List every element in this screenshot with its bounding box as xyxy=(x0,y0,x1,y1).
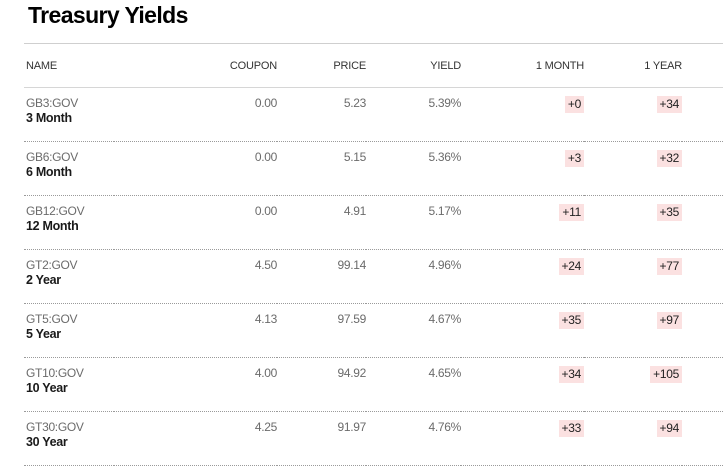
column-header-spacer xyxy=(682,44,723,88)
price-cell: 94.92 xyxy=(277,357,366,412)
one-year-change-badge: +32 xyxy=(656,150,682,167)
table-row[interactable]: GB6:GOV 6 Month 0.00 5.15 5.36% +3 +32 xyxy=(24,141,723,196)
tenor-label: 12 Month xyxy=(26,219,79,233)
coupon-cell: 0.00 xyxy=(114,87,277,142)
title-divider xyxy=(24,43,723,44)
price-cell: 97.59 xyxy=(277,303,366,358)
page-title: Treasury Yields xyxy=(28,2,188,28)
one-month-change-cell: +34 xyxy=(461,357,584,412)
coupon-cell: 4.00 xyxy=(114,357,277,412)
row-spacer xyxy=(682,141,723,196)
name-cell: GT5:GOV 5 Year xyxy=(24,303,114,358)
table-row[interactable]: GT30:GOV 30 Year 4.25 91.97 4.76% +33 +9… xyxy=(24,411,723,466)
tenor-label: 3 Month xyxy=(26,111,72,125)
column-header-name[interactable]: NAME xyxy=(24,44,114,88)
ticker-link[interactable]: GB3:GOV xyxy=(26,96,78,110)
table-row[interactable]: GB3:GOV 3 Month 0.00 5.23 5.39% +0 +34 xyxy=(24,87,723,142)
one-year-change-cell: +105 xyxy=(584,357,682,412)
one-month-change-badge: +35 xyxy=(558,312,584,329)
one-year-change-badge: +34 xyxy=(656,96,682,113)
ticker-link[interactable]: GT10:GOV xyxy=(26,366,84,380)
tenor-label: 5 Year xyxy=(26,327,61,341)
one-month-change-badge: +33 xyxy=(558,420,584,437)
one-year-change-cell: +94 xyxy=(584,411,682,466)
one-month-change-cell: +11 xyxy=(461,195,584,250)
ticker-link[interactable]: GT5:GOV xyxy=(26,312,78,326)
one-month-change-badge: +24 xyxy=(558,258,584,275)
tenor-label: 6 Month xyxy=(26,165,72,179)
yield-cell: 4.65% xyxy=(366,357,461,412)
one-month-change-cell: +35 xyxy=(461,303,584,358)
coupon-cell: 0.00 xyxy=(114,141,277,196)
table-row[interactable]: GT10:GOV 10 Year 4.00 94.92 4.65% +34 +1… xyxy=(24,357,723,412)
price-cell: 99.14 xyxy=(277,249,366,304)
column-header-yield[interactable]: YIELD xyxy=(366,44,461,88)
column-header-1-year[interactable]: 1 YEAR xyxy=(584,44,682,88)
coupon-cell: 4.50 xyxy=(114,249,277,304)
coupon-cell: 0.00 xyxy=(114,195,277,250)
one-year-change-cell: +34 xyxy=(584,87,682,142)
one-year-change-cell: +35 xyxy=(584,195,682,250)
one-year-change-badge: +35 xyxy=(656,204,682,221)
column-header-coupon[interactable]: COUPON xyxy=(114,44,277,88)
tenor-label: 2 Year xyxy=(26,273,61,287)
one-month-change-cell: +3 xyxy=(461,141,584,196)
table-header-row: NAME COUPON PRICE YIELD 1 MONTH 1 YEAR xyxy=(24,44,723,88)
price-cell: 5.23 xyxy=(277,87,366,142)
yield-cell: 5.36% xyxy=(366,141,461,196)
one-month-change-badge: +0 xyxy=(564,96,584,113)
yield-cell: 5.17% xyxy=(366,195,461,250)
tenor-label: 30 Year xyxy=(26,435,68,449)
one-year-change-badge: +105 xyxy=(650,366,682,383)
row-spacer xyxy=(682,249,723,304)
coupon-cell: 4.13 xyxy=(114,303,277,358)
one-month-change-cell: +24 xyxy=(461,249,584,304)
name-cell: GT10:GOV 10 Year xyxy=(24,357,114,412)
yield-cell: 4.76% xyxy=(366,411,461,466)
yield-cell: 4.96% xyxy=(366,249,461,304)
one-year-change-cell: +97 xyxy=(584,303,682,358)
one-year-change-badge: +94 xyxy=(656,420,682,437)
one-month-change-badge: +11 xyxy=(559,204,584,221)
yield-cell: 4.67% xyxy=(366,303,461,358)
yield-cell: 5.39% xyxy=(366,87,461,142)
ticker-link[interactable]: GB12:GOV xyxy=(26,204,85,218)
one-month-change-badge: +34 xyxy=(558,366,584,383)
column-header-1-month[interactable]: 1 MONTH xyxy=(461,44,584,88)
row-spacer xyxy=(682,357,723,412)
name-cell: GB3:GOV 3 Month xyxy=(24,87,114,142)
table-row[interactable]: GT5:GOV 5 Year 4.13 97.59 4.67% +35 +97 xyxy=(24,303,723,358)
coupon-cell: 4.25 xyxy=(114,411,277,466)
name-cell: GT30:GOV 30 Year xyxy=(24,411,114,466)
ticker-link[interactable]: GB6:GOV xyxy=(26,150,78,164)
row-spacer xyxy=(682,87,723,142)
one-year-change-cell: +77 xyxy=(584,249,682,304)
ticker-link[interactable]: GT30:GOV xyxy=(26,420,84,434)
table-row[interactable]: GB12:GOV 12 Month 0.00 4.91 5.17% +11 +3… xyxy=(24,195,723,250)
one-year-change-badge: +97 xyxy=(656,312,682,329)
price-cell: 5.15 xyxy=(277,141,366,196)
ticker-link[interactable]: GT2:GOV xyxy=(26,258,78,272)
table-row[interactable]: GT2:GOV 2 Year 4.50 99.14 4.96% +24 +77 xyxy=(24,249,723,304)
name-cell: GT2:GOV 2 Year xyxy=(24,249,114,304)
row-spacer xyxy=(682,411,723,466)
one-year-change-cell: +32 xyxy=(584,141,682,196)
name-cell: GB12:GOV 12 Month xyxy=(24,195,114,250)
name-cell: GB6:GOV 6 Month xyxy=(24,141,114,196)
one-year-change-badge: +77 xyxy=(656,258,682,275)
one-month-change-badge: +3 xyxy=(564,150,584,167)
treasury-yields-table: NAME COUPON PRICE YIELD 1 MONTH 1 YEAR G… xyxy=(24,44,723,466)
price-cell: 91.97 xyxy=(277,411,366,466)
row-spacer xyxy=(682,195,723,250)
row-spacer xyxy=(682,303,723,358)
price-cell: 4.91 xyxy=(277,195,366,250)
one-month-change-cell: +0 xyxy=(461,87,584,142)
tenor-label: 10 Year xyxy=(26,381,68,395)
column-header-price[interactable]: PRICE xyxy=(277,44,366,88)
one-month-change-cell: +33 xyxy=(461,411,584,466)
